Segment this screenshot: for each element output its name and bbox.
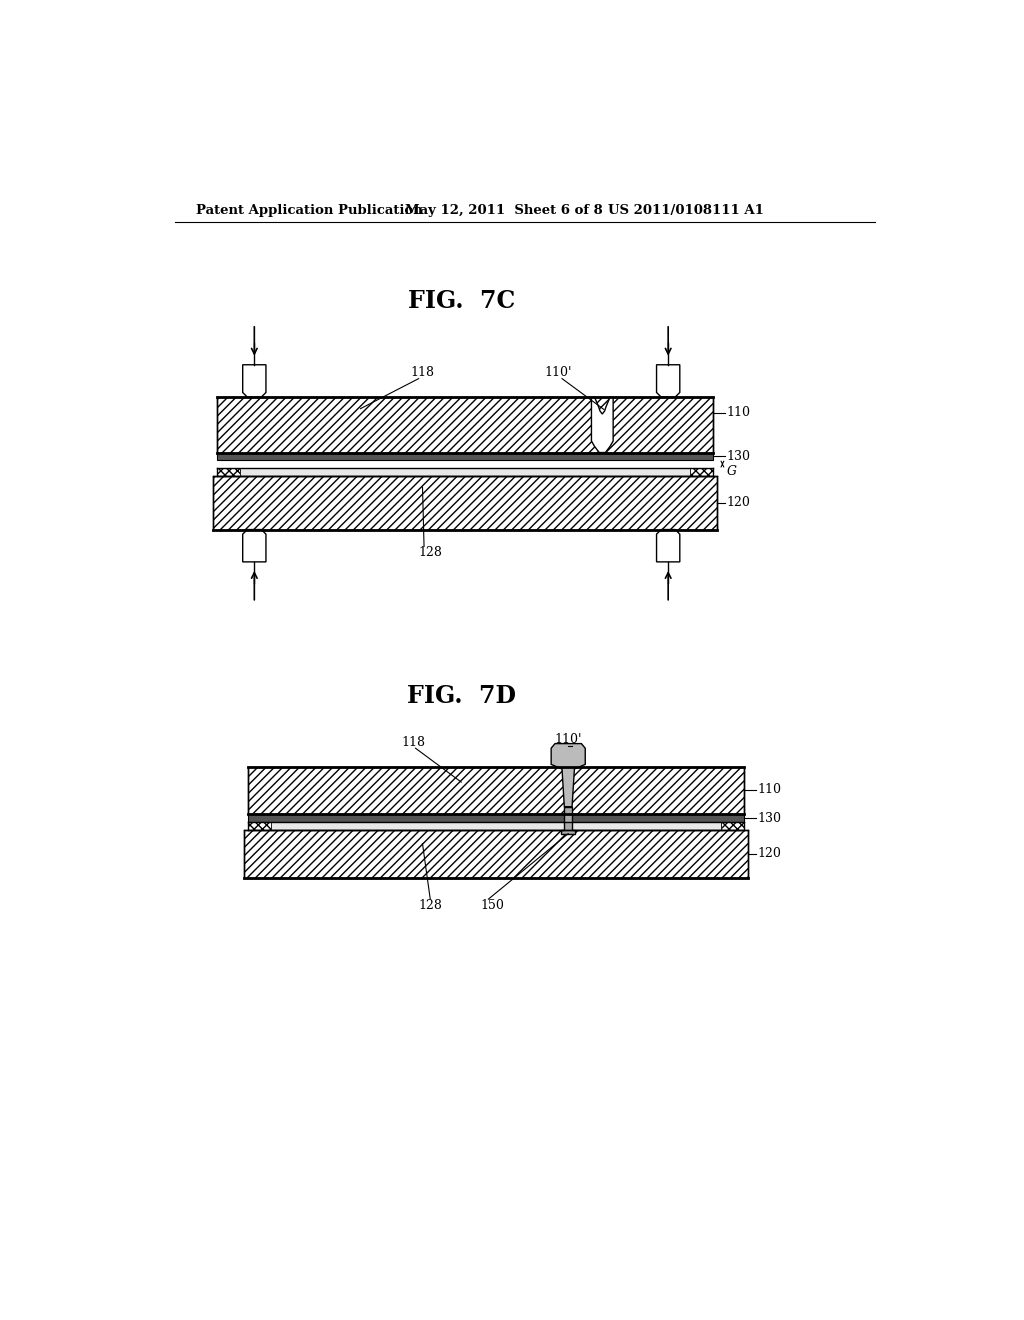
Text: 130: 130: [758, 812, 781, 825]
Text: 128: 128: [419, 899, 442, 912]
Text: US 2011/0108111 A1: US 2011/0108111 A1: [608, 205, 764, 218]
Text: FIG.  7C: FIG. 7C: [408, 289, 515, 313]
Polygon shape: [561, 807, 575, 834]
Polygon shape: [248, 767, 744, 814]
Text: FIG.  7D: FIG. 7D: [407, 684, 516, 708]
Polygon shape: [243, 364, 266, 397]
Text: 110': 110': [545, 366, 571, 379]
Polygon shape: [271, 822, 721, 830]
Polygon shape: [656, 364, 680, 397]
Text: Patent Application Publication: Patent Application Publication: [197, 205, 423, 218]
Text: 130: 130: [726, 450, 751, 463]
Polygon shape: [592, 397, 613, 453]
Polygon shape: [217, 469, 241, 475]
Polygon shape: [245, 830, 748, 878]
Text: May 12, 2011  Sheet 6 of 8: May 12, 2011 Sheet 6 of 8: [406, 205, 603, 218]
Text: G: G: [726, 465, 736, 478]
Text: 150: 150: [480, 899, 504, 912]
Polygon shape: [217, 397, 713, 453]
Polygon shape: [243, 529, 266, 562]
Text: 118: 118: [401, 735, 425, 748]
Text: 118: 118: [411, 366, 434, 379]
Text: 110: 110: [758, 783, 781, 796]
Text: 110': 110': [554, 733, 582, 746]
Polygon shape: [721, 822, 744, 830]
Polygon shape: [551, 743, 586, 807]
Polygon shape: [217, 453, 713, 461]
Text: 120: 120: [726, 496, 751, 510]
Polygon shape: [213, 475, 717, 529]
Text: 110: 110: [726, 407, 751, 418]
Polygon shape: [248, 822, 271, 830]
Polygon shape: [656, 529, 680, 562]
Polygon shape: [690, 469, 713, 475]
Text: 120: 120: [758, 847, 781, 861]
Polygon shape: [248, 814, 744, 822]
Text: 128: 128: [419, 546, 442, 560]
Polygon shape: [241, 469, 690, 475]
